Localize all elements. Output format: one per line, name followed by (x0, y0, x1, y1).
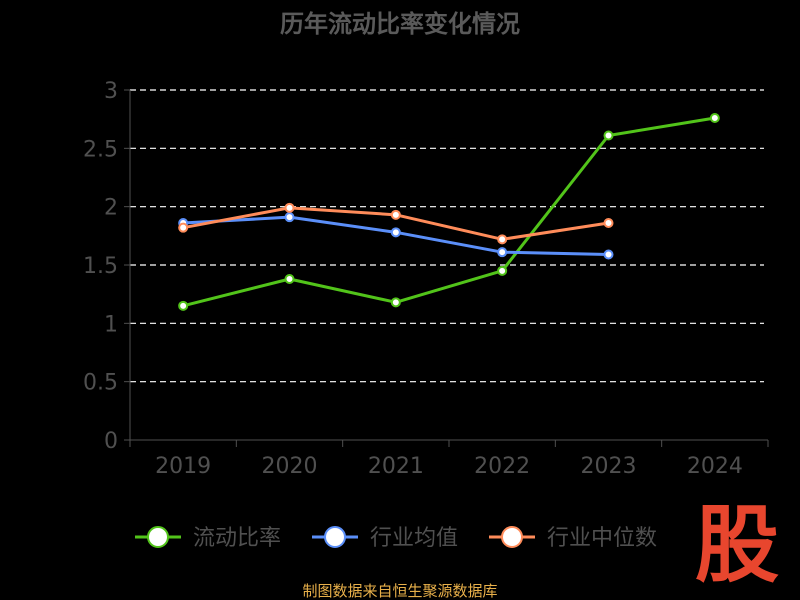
grid (130, 89, 764, 383)
y-tick-label-2: 1 (104, 312, 118, 337)
series-1-point-2 (390, 227, 401, 238)
series-0-point-1 (284, 274, 295, 284)
series-2-point-2 (390, 209, 401, 220)
series-1 (178, 212, 614, 260)
legend-label-2: 行业中位数 (547, 526, 657, 551)
legend[interactable]: 流动比率 行业均值 行业中位数 (135, 526, 657, 551)
series-0-point-0 (178, 300, 189, 311)
legend-label-0: 流动比率 (193, 526, 281, 551)
series-0-point-5 (709, 113, 720, 123)
series-2-point-3 (497, 234, 508, 245)
y-tick-label-1: 0.5 (83, 371, 118, 396)
series-1-point-1 (284, 212, 295, 223)
legend-marker-2 (501, 526, 523, 548)
y-tick-label-5: 2.5 (83, 137, 118, 162)
chart-title: 历年流动比率变化情况 (280, 10, 520, 38)
plot-area (178, 113, 720, 311)
y-tick-label-4: 2 (104, 196, 118, 221)
legend-item-0[interactable]: 流动比率 (135, 526, 281, 551)
x-tick-label-5: 2024 (687, 454, 743, 479)
legend-item-1[interactable]: 行业均值 (312, 526, 458, 551)
series-0 (178, 113, 720, 311)
x-tick-label-0: 2019 (155, 454, 211, 479)
series-line-0 (181, 116, 717, 308)
legend-label-1: 行业均值 (370, 526, 458, 551)
series-0-point-3 (497, 265, 508, 276)
legend-marker-1 (324, 526, 346, 548)
y-tick-label-0: 0 (104, 429, 118, 454)
axes: 0 0.5 1 1.5 2 2.5 3 2019 2020 2021 2022 2023 2024 (83, 79, 769, 479)
series-2-point-4 (603, 218, 614, 228)
x-tick-label-1: 2020 (262, 454, 318, 479)
series-2-point-0 (178, 222, 189, 233)
series-1-point-3 (497, 247, 508, 258)
x-tick-label-3: 2022 (474, 454, 530, 479)
series-2 (178, 202, 614, 245)
legend-item-2[interactable]: 行业中位数 (489, 526, 657, 551)
series-0-point-4 (603, 130, 614, 141)
x-tick-label-2: 2021 (368, 454, 424, 479)
logo: 股 (695, 496, 779, 594)
series-1-point-4 (603, 249, 614, 260)
source-note: 制图数据来自恒生聚源数据库 (302, 582, 497, 600)
x-tick-label-4: 2023 (581, 454, 637, 479)
legend-marker-0 (147, 526, 169, 548)
y-tick-label-3: 1.5 (83, 254, 118, 279)
series-0-point-2 (390, 297, 401, 308)
series-2-point-1 (284, 202, 295, 213)
y-tick-label-6: 3 (104, 79, 118, 104)
